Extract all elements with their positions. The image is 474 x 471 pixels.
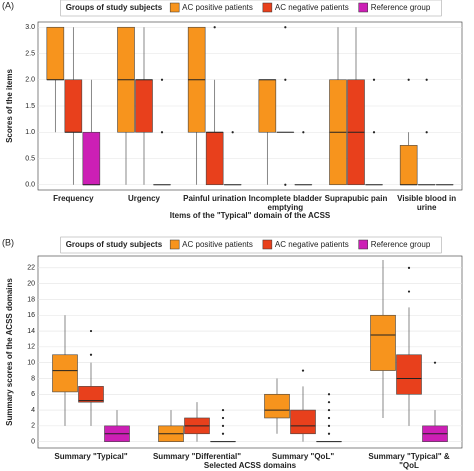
panel-label: (B) [2,237,14,247]
y-tick-label: 2.0 [25,77,35,84]
outlier [407,290,411,293]
outlier [372,78,376,81]
legend-key [169,239,180,250]
outlier [89,329,93,333]
y-tick-label: 1.0 [25,129,35,136]
outlier [89,353,93,356]
x-axis-label: Items of the "Typical" domain of the ACS… [170,211,331,220]
box [82,131,101,186]
outlier [433,361,437,364]
y-tick-label: 18 [27,296,35,303]
outlier [327,424,331,427]
outlier [301,369,305,372]
box [135,79,153,133]
outlier [284,26,287,29]
outlier [327,393,331,396]
y-tick-label: 6 [31,391,35,398]
y-tick-label: 0.0 [25,182,35,189]
legend-title: Groups of study subjects [66,3,163,12]
outlier [372,131,376,134]
legend: Groups of study subjects AC positive pati… [60,0,442,17]
x-tick-label: Summary "Typical" [54,452,127,461]
y-tick-label: 20 [27,280,35,287]
y-tick-label: 0 [31,439,35,446]
outlier [327,401,331,404]
outlier [160,131,164,134]
outlier [425,131,428,134]
outlier [327,432,331,435]
legend-key [262,2,273,13]
y-axis-label: Summary scores of the ACSS domains [5,278,14,426]
box [370,314,396,371]
x-axis-label: Selected ACSS domains [204,461,297,470]
legend-label: AC positive patients [182,240,253,249]
x-tick-label: Summary "Differential" [153,452,241,461]
legend-box [60,0,442,17]
box [396,354,422,395]
box [290,409,316,435]
outlier [231,131,234,134]
outlier [284,183,287,186]
outlier [284,78,287,81]
outlier [221,432,225,435]
x-tick-label: Summary "Typical" & "QoL [368,452,449,470]
y-axis-label: Scores of the items [5,69,14,143]
legend-key [358,2,368,13]
outlier [407,266,411,269]
y-tick-label: 10 [27,360,35,367]
legend-label: AC negative patients [275,3,349,12]
y-tick-label: 12 [27,344,35,351]
outlier [221,416,225,420]
y-tick-label: 3.0 [25,24,35,31]
x-tick-label: Incomplete bladder emptying [249,194,322,212]
box [258,79,277,133]
outlier [425,78,428,81]
panel-label: (A) [2,0,14,10]
outlier [302,131,305,134]
box [205,131,224,186]
legend-key [169,2,180,13]
y-tick-label: 2 [31,423,35,430]
legend-label: Reference group [371,3,431,12]
legend-key [358,239,368,250]
box [399,145,418,186]
x-tick-label: Suprapubic pain [325,194,388,203]
y-tick-label: 22 [27,265,35,272]
legend-label: Reference group [371,240,431,249]
legend-title: Groups of study subjects [66,240,163,249]
outlier [160,78,164,81]
outlier [221,424,225,427]
box [52,354,78,393]
outlier [327,416,331,420]
y-tick-label: 1.5 [25,103,35,110]
outlier [327,408,331,412]
x-tick-label: Summary "QoL" [272,452,334,461]
x-tick-label: Urgency [128,194,161,203]
y-tick-label: 16 [27,312,35,319]
legend: Groups of study subjects AC positive pati… [60,236,442,254]
outlier [407,78,410,81]
legend-label: AC positive patients [182,3,253,12]
x-tick-label: Visible blood in urine [397,194,456,212]
legend-label: AC negative patients [275,240,349,249]
y-tick-label: 0.5 [25,155,35,162]
outlier [213,26,216,29]
x-tick-label: Frequency [53,194,94,203]
legend-key [262,239,273,250]
box [46,26,65,81]
y-tick-label: 2.5 [25,50,35,57]
box [264,393,290,419]
y-tick-label: 14 [27,328,35,335]
y-tick-label: 8 [31,375,35,382]
y-tick-label: 4 [31,407,35,414]
legend-box [60,236,442,254]
outlier [221,408,225,412]
plot-area [37,255,463,449]
x-tick-label: Painful urination [183,194,246,203]
box [64,79,83,133]
box [78,386,104,403]
